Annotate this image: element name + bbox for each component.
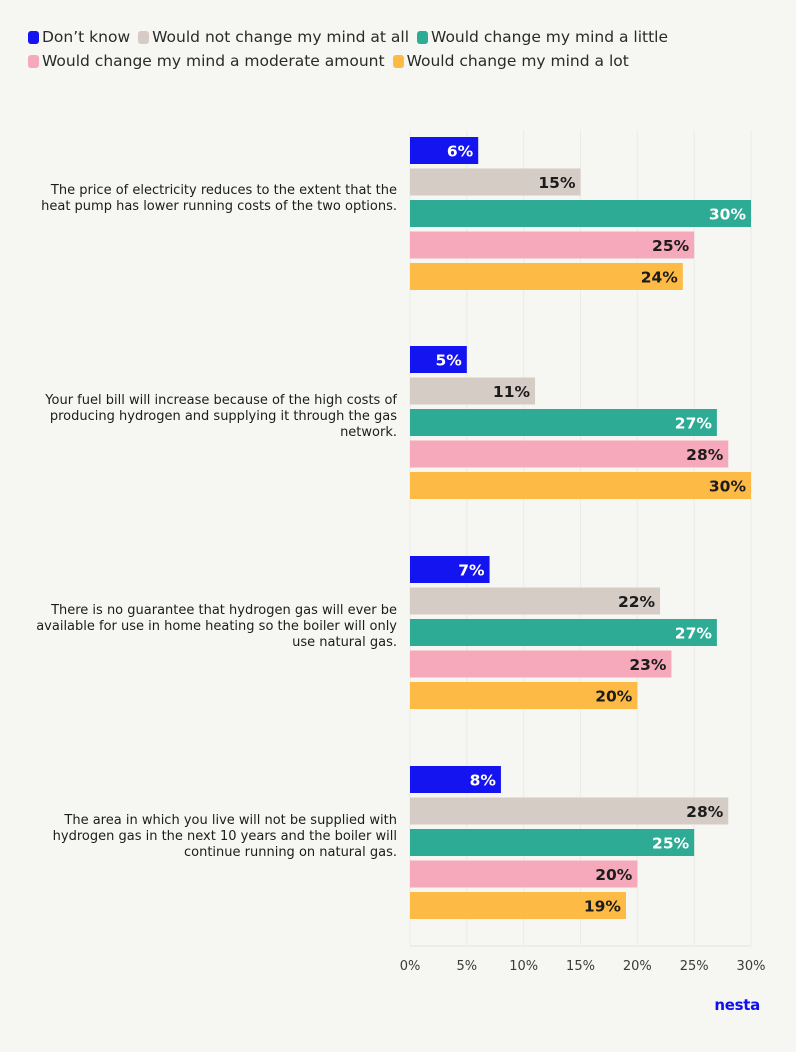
data-label: 15% xyxy=(538,174,576,192)
data-label: 8% xyxy=(470,772,497,790)
data-label: 19% xyxy=(584,898,622,916)
bar xyxy=(410,682,638,709)
data-label: 20% xyxy=(595,688,633,706)
x-tick-label: 20% xyxy=(623,959,652,974)
legend-swatch xyxy=(392,54,404,68)
data-label: 11% xyxy=(493,383,531,401)
bar xyxy=(410,472,751,499)
legend-label: Would not change my mind at all xyxy=(152,28,410,46)
data-label: 27% xyxy=(675,415,713,433)
legend-item: Would change my mind a little xyxy=(417,27,668,47)
legend-label: Would change my mind a little xyxy=(431,28,669,46)
bar xyxy=(410,168,581,196)
data-label: 7% xyxy=(458,562,485,580)
bar xyxy=(410,440,729,468)
bar xyxy=(410,892,626,919)
data-label: 20% xyxy=(595,866,633,884)
legend-swatch xyxy=(417,30,429,44)
category-label: Your fuel bill will increase because of … xyxy=(45,393,397,440)
x-tick-label: 10% xyxy=(509,959,538,974)
bar xyxy=(410,556,490,583)
legend-swatch xyxy=(138,30,150,44)
nesta-logo: nesta xyxy=(714,996,760,1014)
x-tick-label: 30% xyxy=(737,959,766,974)
legend-label: Would change my mind a moderate amount xyxy=(42,52,385,70)
data-label: 24% xyxy=(641,269,679,287)
data-label: 27% xyxy=(675,625,713,643)
bar xyxy=(410,377,536,405)
legend: Don’t know Would not change my mind at al… xyxy=(28,27,768,71)
x-tick-label: 5% xyxy=(457,959,478,974)
bar xyxy=(410,619,717,646)
bar xyxy=(410,797,729,825)
data-label: 25% xyxy=(652,237,690,255)
data-label: 22% xyxy=(618,593,656,611)
bar xyxy=(410,650,672,678)
legend-label: Don’t know xyxy=(42,28,131,46)
x-tick-label: 0% xyxy=(400,959,421,974)
x-tick-label: 25% xyxy=(680,959,709,974)
data-label: 28% xyxy=(686,446,724,464)
category-label: The price of electricity reduces to the … xyxy=(41,183,397,214)
data-label: 23% xyxy=(629,656,667,674)
category-label: There is no guarantee that hydrogen gas … xyxy=(36,603,397,650)
bar xyxy=(410,766,501,793)
data-label: 28% xyxy=(686,803,724,821)
data-label: 30% xyxy=(709,206,747,224)
legend-label: Would change my mind a lot xyxy=(406,52,629,70)
legend-item: Would not change my mind at all xyxy=(138,27,409,47)
data-label: 30% xyxy=(709,478,747,496)
bar xyxy=(410,137,479,164)
legend-item: Would change my mind a lot xyxy=(392,51,629,71)
legend-swatch xyxy=(28,54,39,68)
data-label: 6% xyxy=(447,143,474,161)
bar xyxy=(410,860,638,888)
bar xyxy=(410,200,751,227)
bar xyxy=(410,231,695,259)
x-tick-label: 15% xyxy=(566,959,595,974)
bar xyxy=(410,409,717,436)
category-label: The area in which you live will not be s… xyxy=(52,813,397,860)
legend-item: Would change my mind a moderate amount xyxy=(28,51,385,71)
data-label: 5% xyxy=(436,352,463,370)
bar xyxy=(410,829,695,856)
bar xyxy=(410,587,661,615)
legend-item: Don’t know xyxy=(28,27,130,47)
bar xyxy=(410,346,467,373)
legend-swatch xyxy=(28,30,39,44)
bar xyxy=(410,263,683,290)
data-label: 25% xyxy=(652,835,690,853)
